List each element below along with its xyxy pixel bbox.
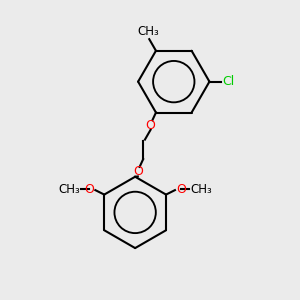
Text: O: O xyxy=(176,183,186,196)
Text: Cl: Cl xyxy=(222,75,234,88)
Text: O: O xyxy=(85,183,94,196)
Text: CH₃: CH₃ xyxy=(190,183,212,196)
Text: CH₃: CH₃ xyxy=(58,183,80,196)
Text: CH₃: CH₃ xyxy=(138,25,159,38)
Text: O: O xyxy=(146,118,155,131)
Text: O: O xyxy=(133,165,143,178)
